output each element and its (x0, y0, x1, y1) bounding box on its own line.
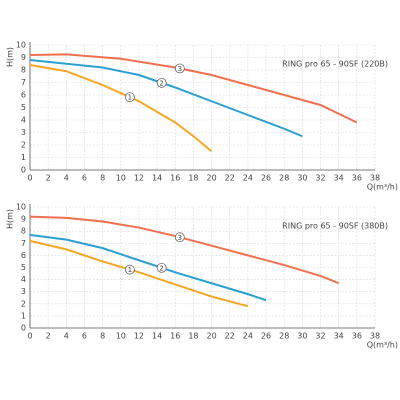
x-tick-label: 10 (116, 332, 126, 341)
y-axis-label: H(m) (6, 209, 15, 229)
y-tick-label: 10 (16, 41, 26, 50)
x-tick-label: 28 (279, 332, 289, 341)
x-tick-label: 18 (188, 332, 198, 341)
chart-title: RING pro 65 - 90SF (380В) (282, 222, 388, 231)
y-tick-label: 6 (21, 251, 26, 260)
x-tick-label: 36 (352, 332, 362, 341)
x-axis-label: Q(m³/h) (367, 341, 398, 350)
x-tick-label: 30 (297, 332, 307, 341)
x-tick-label: 28 (279, 174, 289, 183)
x-tick-label: 32 (315, 332, 325, 341)
x-tick-label: 34 (334, 332, 344, 341)
series-name: 3 (178, 65, 182, 73)
x-tick-label: 18 (188, 174, 198, 183)
series-marker (174, 232, 185, 243)
x-tick-label: 38 (370, 332, 380, 341)
y-tick-label: 3 (21, 128, 26, 137)
x-tick-label: 0 (27, 174, 32, 183)
series-marker (125, 264, 135, 275)
x-tick-label: 4 (64, 332, 69, 341)
y-tick-label: 8 (21, 227, 26, 236)
x-tick-label: 8 (100, 332, 105, 341)
y-tick-label: 4 (21, 275, 26, 284)
x-tick-label: 22 (225, 174, 235, 183)
y-tick-label: 4 (21, 116, 26, 125)
x-tick-label: 4 (64, 174, 69, 183)
x-axis-label: Q(m³/h) (367, 183, 398, 192)
x-tick-label: 34 (334, 174, 344, 183)
x-tick-label: 38 (370, 174, 380, 183)
series-line (29, 215, 340, 285)
series-line (29, 239, 249, 308)
series-marker (125, 92, 135, 103)
x-tick-label: 26 (261, 332, 271, 341)
y-tick-label: 5 (21, 103, 26, 112)
y-tick-label: 5 (21, 263, 26, 272)
y-tick-label: 0 (21, 324, 26, 333)
y-tick-label: 1 (21, 153, 26, 162)
x-tick-label: 24 (243, 332, 253, 341)
series-name: 1 (128, 266, 132, 274)
x-tick-label: 32 (315, 174, 325, 183)
y-axis-label: H(m) (6, 47, 15, 67)
x-tick-label: 36 (352, 174, 362, 183)
x-tick-label: 6 (82, 332, 87, 341)
y-tick-label: 10 (16, 203, 26, 212)
series-line (29, 59, 303, 138)
x-tick-label: 20 (206, 174, 216, 183)
x-tick-label: 2 (46, 332, 51, 341)
series-name: 2 (159, 264, 163, 272)
y-tick-label: 7 (21, 78, 26, 87)
series-marker (174, 63, 185, 74)
series-marker (156, 262, 167, 273)
y-tick-label: 2 (21, 141, 26, 150)
x-tick-label: 6 (82, 174, 87, 183)
y-tick-label: 7 (21, 239, 26, 248)
y-tick-label: 1 (21, 311, 26, 320)
x-tick-label: 8 (100, 174, 105, 183)
series-line (29, 53, 358, 124)
y-tick-label: 9 (21, 53, 26, 62)
x-tick-label: 26 (261, 174, 271, 183)
x-tick-label: 0 (27, 332, 32, 341)
y-tick-label: 9 (21, 215, 26, 224)
y-tick-label: 3 (21, 287, 26, 296)
y-tick-label: 0 (21, 166, 26, 175)
x-tick-label: 12 (134, 174, 144, 183)
x-tick-label: 16 (170, 174, 180, 183)
x-tick-label: 10 (116, 174, 126, 183)
series-marker (156, 77, 167, 88)
x-tick-label: 2 (46, 174, 51, 183)
y-tick-label: 8 (21, 66, 26, 75)
x-tick-label: 16 (170, 332, 180, 341)
series-name: 3 (178, 234, 182, 242)
x-tick-label: 22 (225, 332, 235, 341)
chart-title: RING pro 65 - 90SF (220В) (282, 60, 388, 69)
y-tick-label: 6 (21, 91, 26, 100)
series-name: 2 (159, 79, 163, 87)
x-tick-label: 14 (152, 174, 162, 183)
x-tick-label: 14 (152, 332, 162, 341)
x-tick-label: 24 (243, 174, 253, 183)
x-tick-label: 12 (134, 332, 144, 341)
x-tick-label: 30 (297, 174, 307, 183)
x-tick-label: 20 (206, 332, 216, 341)
series-line (29, 64, 213, 153)
series-name: 1 (128, 94, 132, 102)
y-tick-label: 2 (21, 299, 26, 308)
